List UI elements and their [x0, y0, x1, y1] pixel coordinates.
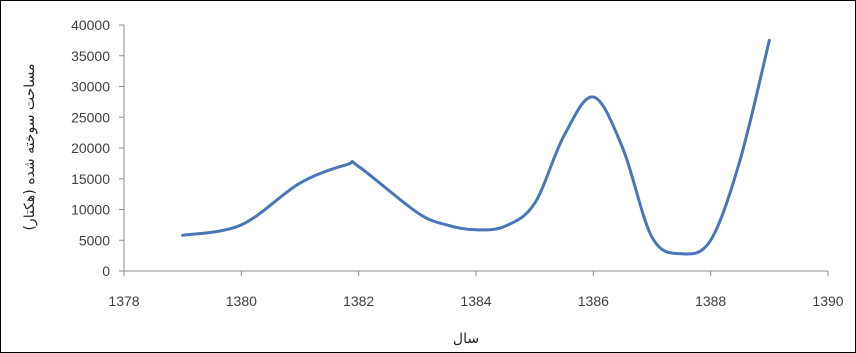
x-tick-label: 1390: [812, 293, 843, 309]
y-tick-label: 15000: [71, 171, 110, 187]
x-tick-label: 1382: [343, 293, 374, 309]
x-tick-label: 1384: [460, 293, 491, 309]
chart-axes: [119, 24, 829, 276]
y-tick-labels: 0 5000 10000 15000 20000 25000 30000 35000 40000: [71, 17, 110, 279]
y-tick-label: 30000: [71, 79, 110, 95]
plot-area: [181, 38, 771, 256]
series-line-0: [181, 38, 771, 256]
x-axis-title: سال: [453, 331, 479, 347]
y-tick-label: 40000: [71, 17, 110, 33]
x-tick-label: 1388: [695, 293, 726, 309]
x-tick-labels: 1378 1380 1382 1384 1386 1388 1390: [108, 293, 843, 309]
y-tick-label: 20000: [71, 140, 110, 156]
y-tick-label: 35000: [71, 48, 110, 64]
y-tick-label: 0: [102, 263, 110, 279]
y-axis-title: مساحت سوخته شده (هکتار): [22, 63, 38, 230]
x-tick-label: 1380: [226, 293, 257, 309]
x-tick-label: 1378: [108, 293, 139, 309]
x-tick-label: 1386: [578, 293, 609, 309]
y-tick-label: 10000: [71, 202, 110, 218]
y-tick-label: 25000: [71, 109, 110, 125]
y-tick-label: 5000: [79, 232, 110, 248]
